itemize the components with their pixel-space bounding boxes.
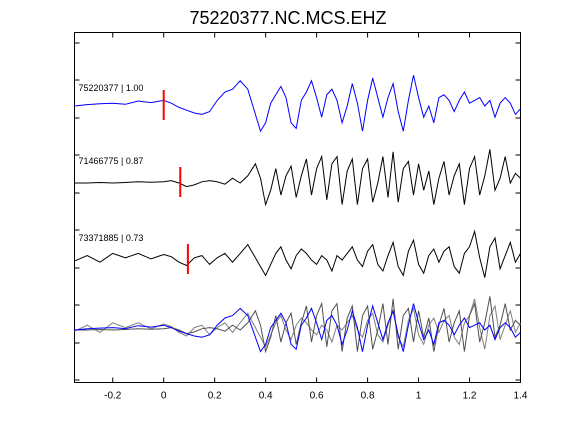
overlay-line [74,303,521,353]
x-tick-label: 0.8 [361,391,375,402]
x-tick-label: 0.4 [259,391,273,402]
overlay-line [74,296,521,354]
x-tick-label: 0 [161,391,167,402]
plot-area-frame [74,32,521,383]
trace-line [74,75,521,133]
x-tick-label: 0.6 [310,391,324,402]
trace-line [74,149,521,207]
x-axis: -0.2 0 0.2 0.4 0.6 0.8 1 1.2 1.4 [104,32,528,402]
y-ticks [74,42,521,381]
x-tick-label: 0.2 [208,391,222,402]
x-tick-label: 1.4 [514,391,528,402]
overlay-panel [74,296,521,354]
x-tick-label: -0.2 [104,391,122,402]
x-tick-label: 1 [416,391,422,402]
x-tick-label: 1.2 [463,391,477,402]
trace-label: 71466775 | 0.87 [79,156,144,166]
trace-label: 75220377 | 1.00 [79,83,144,93]
trace-line [74,229,521,278]
trace-label: 73371885 | 0.73 [79,233,144,243]
chart-title: 75220377.NC.MCS.EHZ [189,8,386,28]
trace-panels: 75220377 | 1.00 71466775 | 0.87 73371885 |… [74,75,521,278]
